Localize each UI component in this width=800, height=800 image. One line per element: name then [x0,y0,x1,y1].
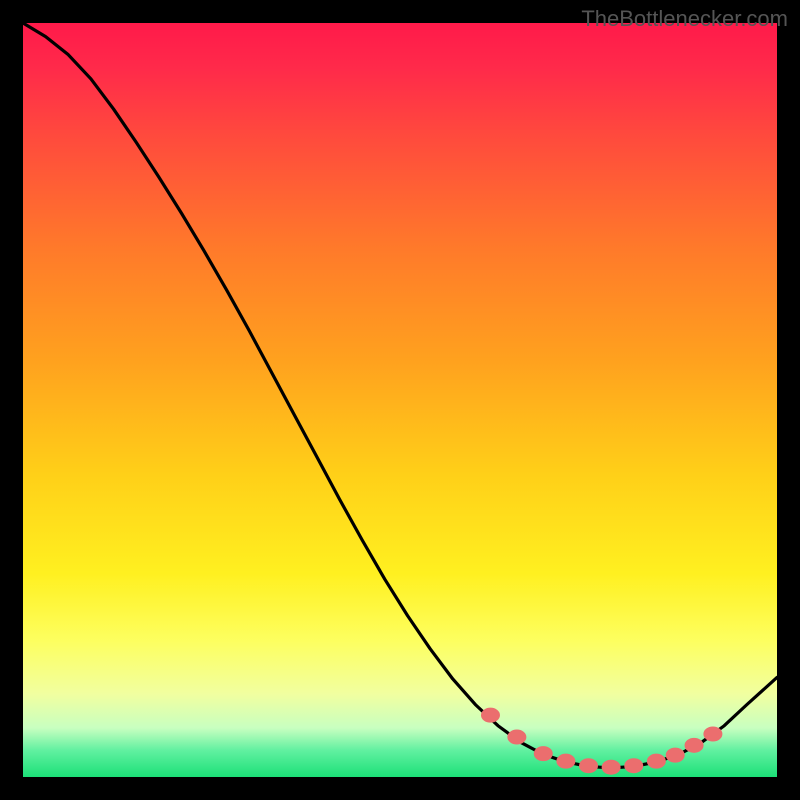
marker-dot [685,738,703,752]
marker-dot [580,759,598,773]
marker-dot [508,730,526,744]
chart-background-gradient [23,23,777,777]
bottleneck-chart: TheBottlenecker.com [0,0,800,800]
marker-dot [481,708,499,722]
marker-dot [534,747,552,761]
watermark-text: TheBottlenecker.com [581,6,788,32]
chart-svg [0,0,800,800]
marker-dot [647,754,665,768]
marker-dot [602,760,620,774]
marker-dot [704,727,722,741]
marker-dot [557,754,575,768]
marker-dot [625,759,643,773]
marker-dot [666,748,684,762]
